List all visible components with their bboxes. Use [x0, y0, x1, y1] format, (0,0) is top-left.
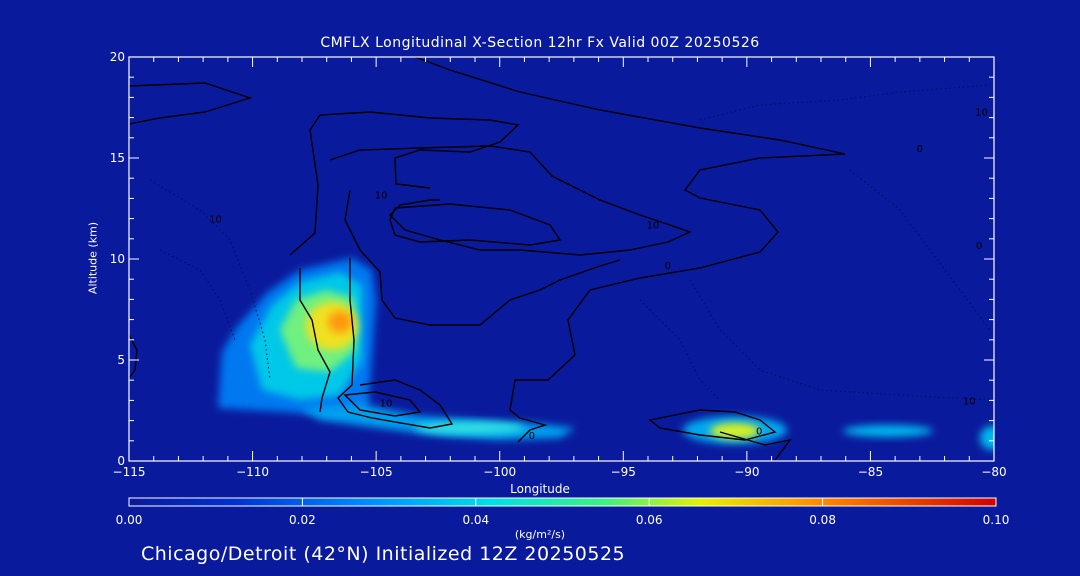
colorbar-tick-label: 0.04: [462, 513, 489, 527]
dotted-contour-left-2: [159, 249, 236, 341]
contour-label: 10: [963, 396, 976, 407]
contour-label-group: 10 10 10 0 0 10 0 10 0 0 10: [209, 108, 988, 442]
dotted-contour-right: [849, 169, 991, 331]
contour-label: 0: [529, 431, 535, 442]
colorbar-tick-label: 0.10: [983, 513, 1010, 527]
x-tick-label: −80: [981, 465, 1006, 479]
y-tick-label: 5: [117, 353, 125, 367]
contour-main-vertical: [299, 268, 331, 413]
contour-label: 0: [665, 261, 671, 272]
colorbar-tick-label: 0.02: [289, 513, 316, 527]
x-tick-label: −110: [236, 465, 269, 479]
colorbar-tick-label: 0.06: [636, 513, 663, 527]
y-axis-label: Altitude (km): [86, 221, 100, 295]
dotted-contours: [149, 84, 991, 401]
contour-low-loop: [343, 391, 422, 417]
contour-90-outer: [719, 431, 792, 461]
footer-caption: Chicago/Detroit (42°N) Initialized 12Z 2…: [141, 543, 626, 565]
x-tick-label: −105: [360, 465, 393, 479]
y-tick-label: 10: [110, 252, 125, 266]
colorbar-tick-label: 0.08: [809, 513, 836, 527]
contour-zero-inner: [289, 111, 520, 256]
flux-band-low-core: [415, 422, 525, 434]
contour-left-edge: [129, 334, 138, 379]
flux-shading: [218, 258, 994, 450]
contour-ten-1: [329, 145, 692, 256]
contour-lines: [129, 57, 846, 461]
x-axis-label: Longitude: [510, 482, 570, 496]
x-tick-label: −90: [734, 465, 759, 479]
x-axis: −115 −110 −105 −100 −95 −90 −85 −80: [113, 57, 1007, 479]
contour-label: 10: [375, 190, 388, 201]
contour-label: 10: [647, 221, 660, 232]
contour-label: 10: [975, 108, 988, 119]
colorbar-ticks: 0.00 0.02 0.04 0.06 0.08 0.10: [116, 498, 1010, 527]
colorbar: [128, 497, 997, 507]
flux-cell-80: [980, 426, 994, 450]
colorbar-unit: (kg/m²/s): [514, 528, 566, 541]
contour-main-vertical-2: [337, 258, 454, 429]
x-tick-label: −95: [611, 465, 636, 479]
contour-zero-outer: [414, 57, 846, 443]
contour-90-loop: [648, 409, 777, 441]
y-tick-label: 15: [110, 151, 125, 165]
dotted-contour-right-2: [689, 279, 991, 401]
contour-label: 0: [917, 144, 923, 155]
dotted-contour-mid: [639, 299, 721, 401]
y-tick-label: 20: [110, 50, 125, 64]
contour-upper-left: [129, 82, 253, 125]
dotted-contour-upper-right: [699, 84, 991, 121]
y-tick-label: 0: [117, 454, 125, 468]
contour-label: 0: [756, 427, 762, 438]
contour-label: 0: [976, 241, 982, 252]
contour-ten-2: [344, 189, 621, 326]
x-tick-label: −85: [858, 465, 883, 479]
contour-label: 10: [209, 215, 222, 226]
x-tick-label: −115: [113, 465, 146, 479]
x-tick-label: −100: [483, 465, 516, 479]
colorbar-tick-label: 0.00: [116, 513, 143, 527]
flux-core-main-peak: [328, 311, 352, 333]
flux-cell-85: [843, 425, 933, 437]
contour-ten-core: [389, 203, 562, 246]
flux-cell-90-core: [710, 423, 760, 439]
contour-label: 10: [380, 398, 393, 409]
chart-title: CMFLX Longitudinal X-Section 12hr Fx Val…: [320, 35, 760, 51]
y-axis: 0 5 10 15 20: [110, 50, 994, 468]
